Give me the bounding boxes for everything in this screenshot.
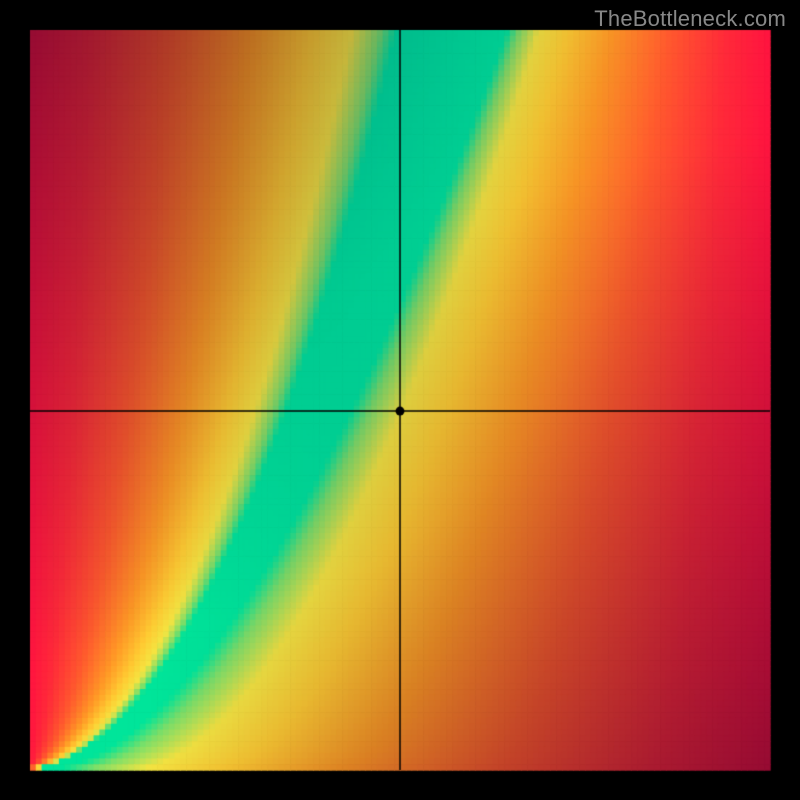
chart-container: TheBottleneck.com	[0, 0, 800, 800]
heatmap-canvas	[0, 0, 800, 800]
watermark-text: TheBottleneck.com	[594, 6, 786, 32]
